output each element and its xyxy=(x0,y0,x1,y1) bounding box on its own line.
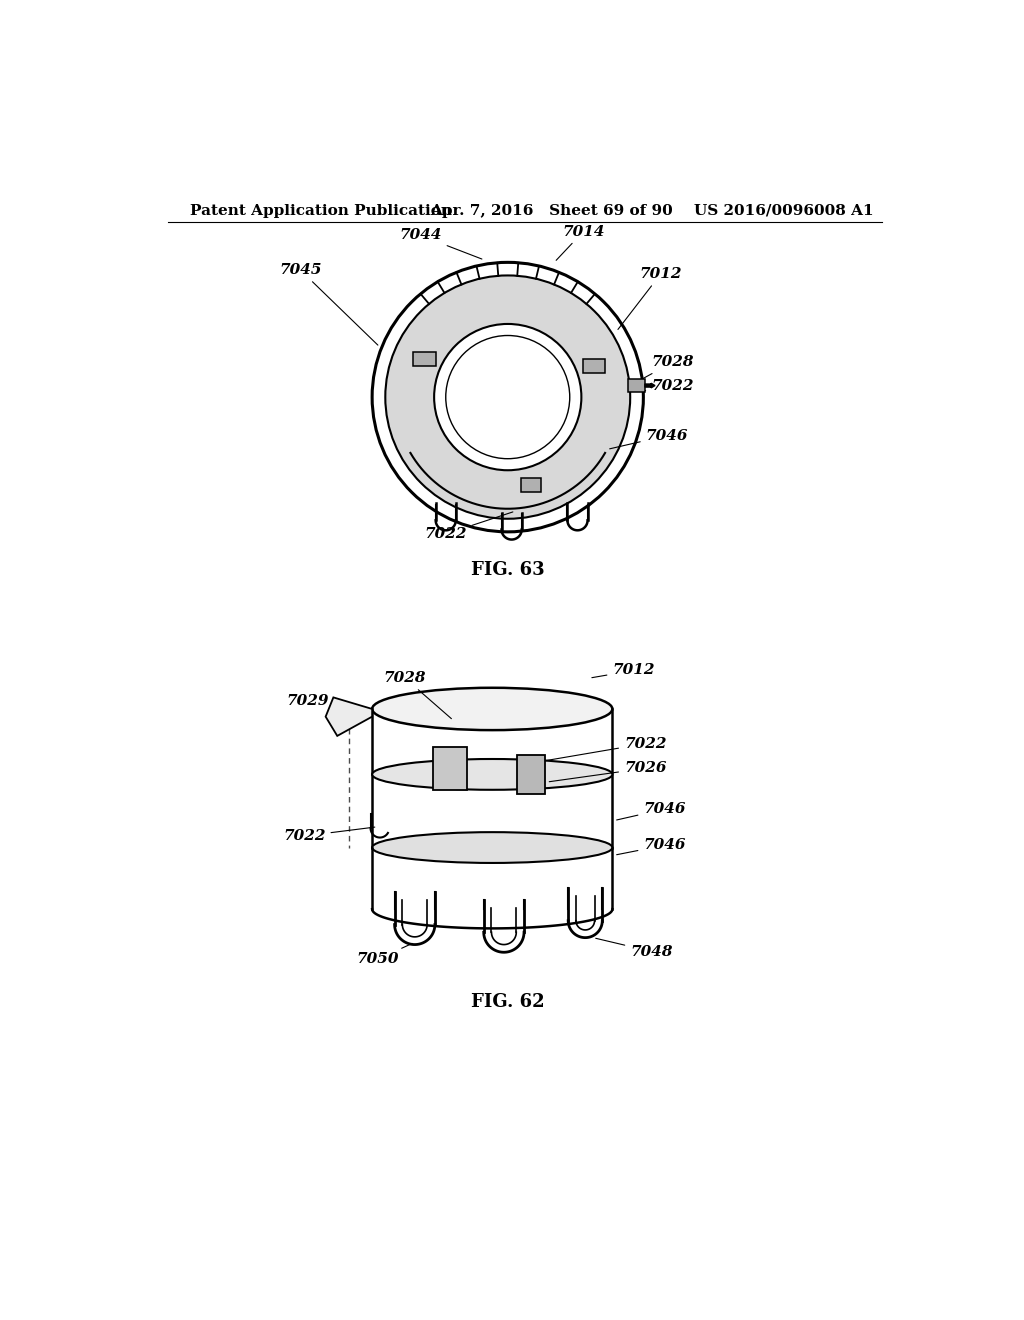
Bar xyxy=(628,379,645,392)
FancyBboxPatch shape xyxy=(517,755,545,793)
Text: 7026: 7026 xyxy=(549,762,667,781)
Text: 7012: 7012 xyxy=(617,267,682,330)
Text: 7022: 7022 xyxy=(283,828,375,843)
Text: 7029: 7029 xyxy=(287,694,339,715)
Text: 7046: 7046 xyxy=(616,838,686,855)
Text: US 2016/0096008 A1: US 2016/0096008 A1 xyxy=(693,203,873,218)
Text: Patent Application Publication: Patent Application Publication xyxy=(190,203,452,218)
Text: 7046: 7046 xyxy=(609,429,688,449)
Polygon shape xyxy=(326,697,372,737)
Text: 7022: 7022 xyxy=(536,737,667,763)
Bar xyxy=(583,359,604,374)
Ellipse shape xyxy=(372,832,612,863)
Text: 7044: 7044 xyxy=(399,228,482,259)
Text: 7045: 7045 xyxy=(280,263,378,345)
Circle shape xyxy=(434,323,582,470)
Text: 7028: 7028 xyxy=(384,671,452,718)
Text: FIG. 62: FIG. 62 xyxy=(471,993,545,1011)
Text: Apr. 7, 2016   Sheet 69 of 90: Apr. 7, 2016 Sheet 69 of 90 xyxy=(430,203,673,218)
Text: 7048: 7048 xyxy=(596,939,673,958)
Ellipse shape xyxy=(372,688,612,730)
Text: 7022: 7022 xyxy=(643,379,693,392)
Text: 7012: 7012 xyxy=(592,664,655,677)
Text: 7014: 7014 xyxy=(556,224,604,260)
Bar xyxy=(414,351,436,366)
Text: 7046: 7046 xyxy=(616,803,686,820)
Text: 7028: 7028 xyxy=(640,355,693,380)
Circle shape xyxy=(372,263,643,532)
FancyArrow shape xyxy=(645,383,655,388)
Text: 7022: 7022 xyxy=(424,512,513,541)
FancyBboxPatch shape xyxy=(432,747,467,789)
Text: 7050: 7050 xyxy=(356,944,413,966)
Circle shape xyxy=(385,276,630,519)
Text: FIG. 63: FIG. 63 xyxy=(471,561,545,579)
Bar xyxy=(521,478,542,492)
Ellipse shape xyxy=(372,759,612,789)
